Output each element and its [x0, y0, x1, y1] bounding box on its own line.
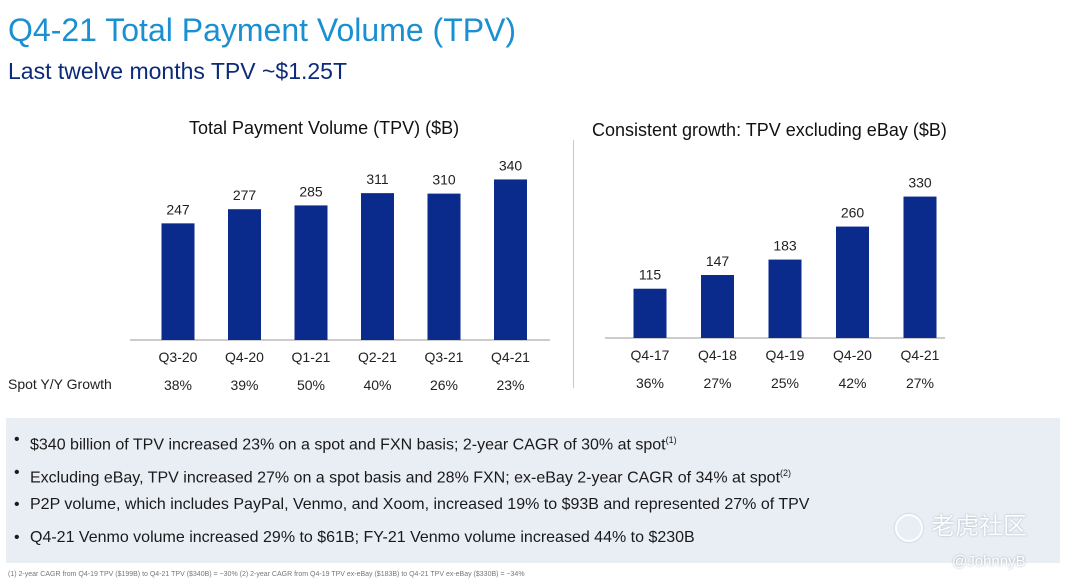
bullet-text: Excluding eBay, TPV increased 27% on a s… — [30, 468, 781, 486]
bar-q4-20 — [228, 209, 261, 340]
bullet-text: $340 billion of TPV increased 23% on a s… — [30, 436, 666, 454]
bar-value-label: 247 — [166, 201, 190, 217]
category-tick-label: Q3-21 — [425, 349, 464, 365]
bar-q2-21 — [361, 193, 394, 340]
chart-divider — [573, 140, 574, 388]
bar-value-label: 330 — [908, 175, 932, 191]
growth-value-label: 26% — [430, 377, 458, 393]
growth-value-label: 27% — [703, 375, 731, 391]
bar-q4-21 — [494, 179, 527, 340]
bar-q4-20 — [836, 226, 869, 338]
tpv-ex-ebay-bar-chart: 115 Q4-17 36% 147 Q4-18 27% 183 Q4-19 25% 260 Q4-2… — [605, 175, 945, 391]
bar-value-label: 115 — [639, 267, 662, 283]
bullet-item: Excluding eBay, TPV increased 27% on a s… — [14, 461, 1044, 494]
category-tick-label: Q4-19 — [766, 347, 805, 363]
chart-2-title: Consistent growth: TPV excluding eBay ($… — [592, 120, 947, 140]
category-tick-label: Q3-20 — [159, 349, 198, 365]
highlights-list: $340 billion of TPV increased 23% on a s… — [14, 428, 1044, 558]
page-subtitle: Last twelve months TPV ~$1.25T — [8, 58, 348, 84]
category-tick-label: Q4-21 — [491, 349, 530, 365]
category-tick-label: Q1-21 — [292, 349, 331, 365]
category-tick-label: Q4-20 — [225, 349, 264, 365]
category-tick-label: Q4-17 — [631, 347, 670, 363]
bullet-item: $340 billion of TPV increased 23% on a s… — [14, 428, 1044, 461]
bar-q4-19 — [768, 259, 802, 338]
growth-value-label: 40% — [363, 377, 391, 393]
bar-value-label: 183 — [773, 238, 797, 254]
watermark-user: @JohnnyB — [952, 553, 1026, 570]
bar-value-label: 311 — [366, 171, 389, 187]
category-tick-label: Q4-21 — [901, 347, 940, 363]
bar-value-label: 310 — [432, 172, 456, 188]
growth-value-label: 23% — [496, 377, 524, 393]
growth-value-label: 25% — [771, 375, 799, 391]
bar-q4-17 — [633, 288, 667, 338]
page-title: Q4-21 Total Payment Volume (TPV) — [8, 12, 517, 48]
watermark-brand: 老虎社区 — [931, 513, 1027, 540]
growth-value-label: 36% — [636, 375, 664, 391]
bullet-item: Q4-21 Venmo volume increased 29% to $61B… — [14, 526, 1044, 559]
watermark: 老虎社区 — [895, 506, 1027, 542]
chart-1-title: Total Payment Volume (TPV) ($B) — [189, 118, 460, 138]
growth-value-label: 50% — [297, 377, 325, 393]
tiger-logo-icon — [895, 513, 923, 542]
tpv-bar-chart: 247 Q3-20 38% 277 Q4-20 39% 285 Q1-21 50% 311 Q2-2… — [130, 157, 550, 393]
bar-value-label: 147 — [706, 253, 730, 269]
growth-value-label: 39% — [230, 377, 258, 393]
category-tick-label: Q4-20 — [833, 347, 872, 363]
bar-q4-21 — [903, 196, 937, 338]
bullet-text: Q4-21 Venmo volume increased 29% to $61B… — [30, 528, 695, 546]
category-tick-label: Q2-21 — [358, 349, 397, 365]
bar-q3-20 — [161, 223, 195, 340]
bar-value-label: 277 — [233, 187, 257, 203]
bar-q4-18 — [701, 275, 734, 338]
bullet-footnote-ref: (2) — [780, 467, 792, 478]
bar-value-label: 285 — [299, 183, 323, 199]
growth-row-label: Spot Y/Y Growth — [8, 376, 112, 392]
bar-value-label: 260 — [841, 205, 865, 221]
bullet-footnote-ref: (1) — [665, 435, 677, 445]
growth-value-label: 42% — [838, 375, 866, 391]
bullet-text: P2P volume, which includes PayPal, Venmo… — [30, 496, 810, 513]
bullet-item: P2P volume, which includes PayPal, Venmo… — [14, 493, 1044, 526]
bar-value-label: 340 — [499, 157, 523, 173]
bar-q3-21 — [427, 193, 461, 340]
growth-value-label: 38% — [164, 377, 192, 393]
category-tick-label: Q4-18 — [698, 347, 737, 363]
bar-q1-21 — [294, 205, 328, 340]
footnote: (1) 2-year CAGR from Q4-19 TPV ($199B) t… — [8, 571, 525, 578]
growth-value-label: 27% — [906, 375, 934, 391]
